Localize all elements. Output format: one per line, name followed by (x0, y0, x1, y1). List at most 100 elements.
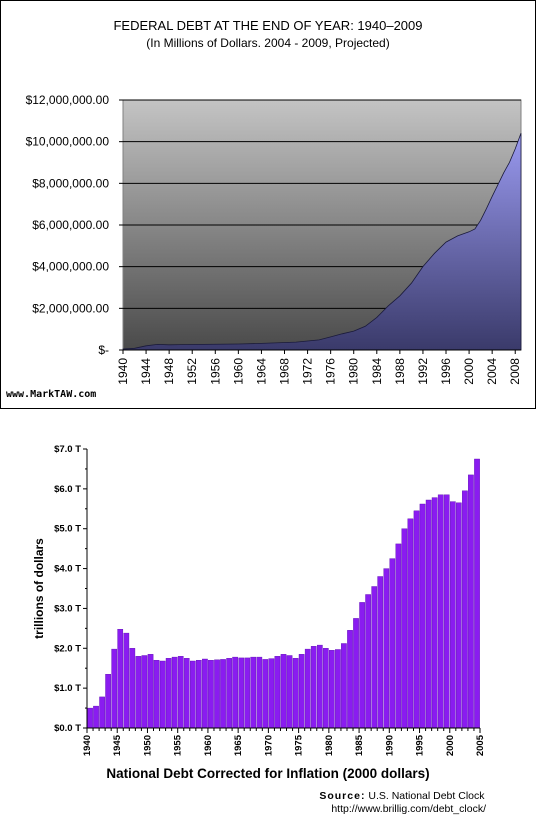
chart-1-x-tick-label: 1996 (439, 358, 453, 385)
chart-2-bar (202, 658, 208, 729)
chart-2-bar (407, 518, 414, 729)
chart-2-bar (250, 656, 257, 729)
chart-2-y-tick-label: $0.0 T (54, 723, 81, 734)
chart-2-bar (111, 648, 118, 729)
chart-2-x-tick-label: 1950 (142, 735, 153, 756)
chart-2-bar (443, 494, 450, 729)
chart-1-y-tick-label: $10,000,000.00 (26, 135, 110, 149)
chart-2-y-tick-label: $4.0 T (54, 564, 81, 575)
chart-2-bar (280, 654, 287, 729)
chart-1-y-tick-label: $- (98, 343, 109, 357)
chart-2-title: National Debt Corrected for Inflation (2… (106, 766, 430, 781)
chart-2-bar (238, 657, 245, 729)
chart-1-x-tick-label: 1988 (393, 358, 407, 385)
chart-1-x-tick-label: 1960 (231, 358, 245, 385)
chart-2-bar (413, 510, 420, 729)
chart-2-bar (268, 658, 275, 729)
chart-2-y-tick-label: $6.0 T (54, 484, 81, 495)
chart-2-svg: $0.0 T $1.0 T $2.0 T $3.0 T $4.0 T $5.0 T $6.0… (32, 444, 486, 756)
chart-2-x-tick-label: 1945 (112, 734, 123, 756)
chart-2-x-tick-label: 1985 (354, 734, 365, 756)
chart-2-bar (147, 654, 154, 729)
chart-2-bar (153, 659, 160, 729)
chart-2-bar (310, 646, 317, 729)
chart-2-bar (141, 655, 148, 729)
chart-2-bar (365, 594, 371, 729)
chart-2-bar (389, 558, 396, 729)
chart-1-y-tick-label: $4,000,000.00 (32, 260, 109, 274)
chart-2-bar (317, 644, 323, 729)
chart-2-x-tick-label: 1970 (263, 735, 274, 756)
chart-2-bar (93, 705, 99, 729)
chart-2-x-tick-label: 1990 (384, 735, 395, 756)
chart-2-bar (214, 659, 220, 729)
source-label: Source: (319, 790, 366, 802)
chart-1-x-tick-label: 1976 (324, 358, 338, 385)
chart-1-x-tick-label: 1948 (162, 358, 176, 385)
chart-2-bar (256, 656, 263, 729)
chart-2-bar (401, 528, 408, 729)
chart-2-x-tick-label: 1980 (324, 735, 335, 756)
chart-2-bar (232, 656, 238, 729)
chart-2-y-tick-label: $3.0 T (54, 603, 81, 614)
chart-1-y-tick-label: $6,000,000.00 (32, 218, 109, 232)
chart-2-bar (183, 658, 190, 729)
chart-2-y-tick-label: $5.0 T (54, 524, 81, 535)
chart-1-y-tick-label: $12,000,000.00 (26, 93, 110, 107)
chart-1-x-tick-label: 1964 (254, 358, 268, 385)
chart-2-bar (220, 659, 226, 729)
chart-1-area-series (122, 132, 522, 351)
chart-1-x-tick-label: 1992 (416, 358, 430, 385)
chart-2-x-tick-label: 1955 (173, 734, 184, 756)
chart-2-bar (189, 660, 196, 729)
chart-2-bar (129, 648, 136, 729)
chart-2-x-tick-label: 1975 (294, 734, 305, 756)
chart-1-x-tick-label: 1984 (370, 358, 384, 385)
chart-2-bar (177, 656, 184, 729)
chart-2-bar (353, 618, 359, 729)
chart-2-bar (226, 658, 232, 729)
chart-2-y-tick-label: $2.0 T (54, 643, 81, 654)
chart-1-x-tick-label: 1980 (347, 358, 361, 385)
chart-2-x-tick-label: 1965 (233, 734, 244, 756)
chart-2-bar (431, 497, 438, 729)
chart-2-bar (159, 660, 166, 729)
chart-1-subtitle: (In Millions of Dollars. 2004 - 2009, Pr… (146, 36, 390, 50)
chart-2-bar (462, 490, 468, 729)
chart-2-x-tick-label: 1940 (82, 735, 93, 756)
chart-1-x-tick-label: 2000 (462, 358, 476, 385)
chart-2-bar (208, 659, 214, 729)
source-url: http://www.brillig.com/debt_clock/ (331, 803, 486, 815)
chart-2-bar (450, 501, 456, 729)
chart-2-bar (292, 658, 299, 729)
chart-2-y-tick-label: $1.0 T (54, 683, 81, 694)
chart-1-x-tick-label: 2004 (485, 358, 499, 385)
chart-2-bar (359, 602, 365, 729)
chart-2-bar (323, 648, 329, 729)
chart-2-bar (171, 656, 178, 729)
chart-2-bar (262, 659, 269, 729)
chart-2-bar (419, 503, 426, 729)
chart-2-bar (329, 650, 335, 729)
chart-2-bar (165, 658, 172, 729)
chart-1-x-tick-label: 1952 (185, 358, 199, 385)
chart-2-bar (335, 649, 341, 729)
chart-2-bar (377, 576, 384, 729)
chart-2-bar (195, 659, 202, 729)
chart-1-svg: $- $2,000,000.00 $4,000,000.00 $6,000,000.0… (26, 93, 523, 385)
chart-2-x-tick-label: 1995 (415, 734, 426, 756)
chart-2-bar (123, 632, 130, 729)
chart-2-bar (99, 696, 105, 729)
chart-2-bar (87, 707, 93, 729)
chart-1-x-tick-label: 1972 (301, 358, 315, 385)
chart-1-x-tick-label: 2008 (508, 358, 522, 385)
chart-2-bar (371, 586, 378, 729)
chart-1-x-tick-label: 1956 (208, 358, 222, 385)
chart-2-bar (383, 568, 390, 729)
chart-2-source: Source: U.S. National Debt Clock http://… (319, 790, 486, 816)
chart-2-bar (274, 656, 281, 729)
chart-2-bar (298, 654, 305, 729)
chart-2-bar (456, 502, 462, 729)
chart-2-bar (286, 655, 293, 729)
chart-2-bar (304, 648, 311, 729)
